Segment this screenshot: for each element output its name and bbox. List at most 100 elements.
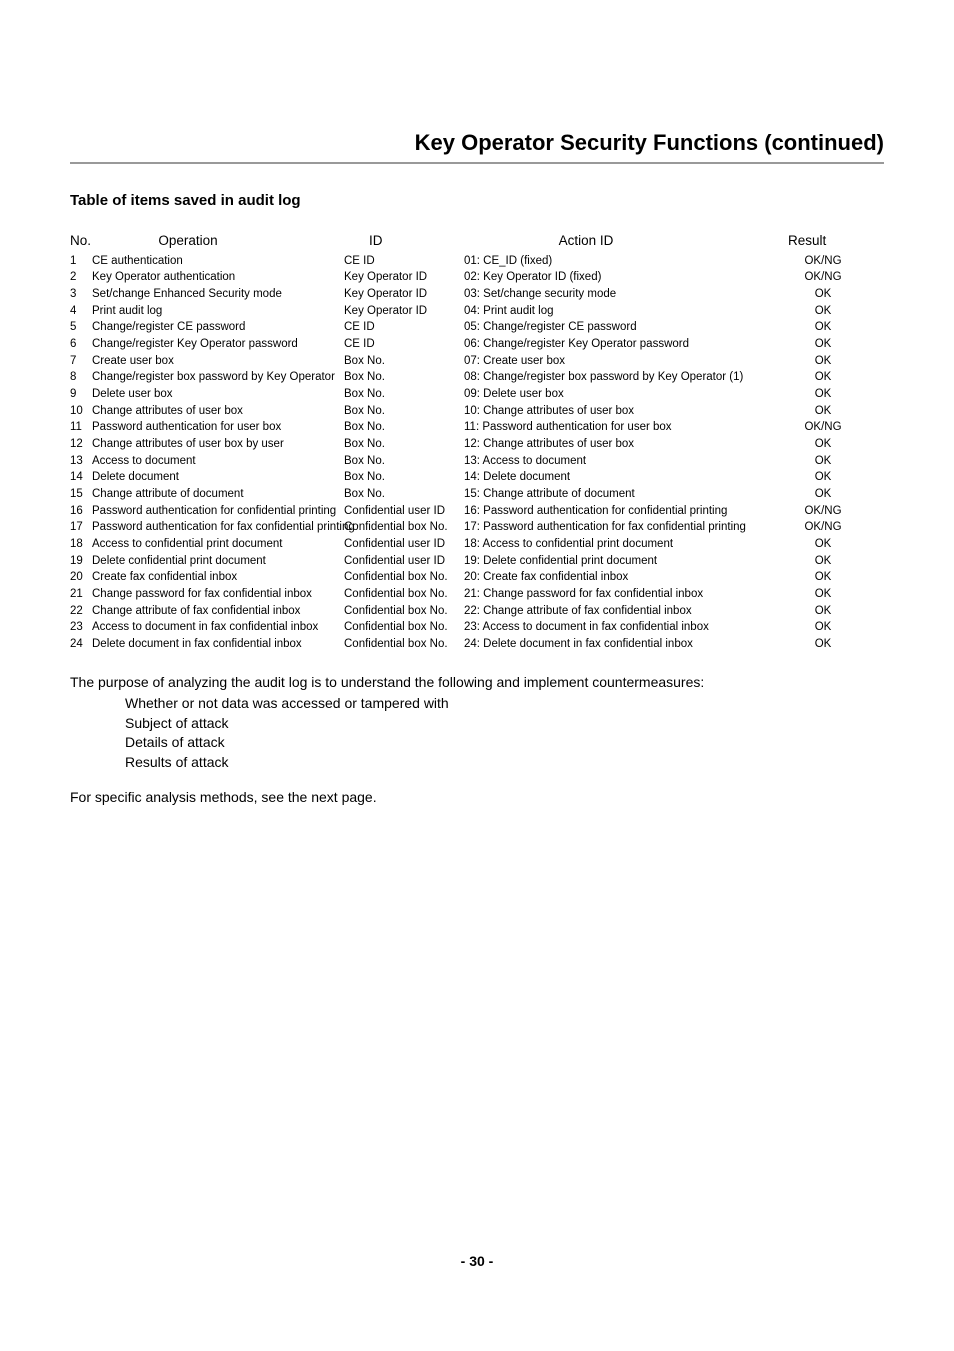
table-row: 19Delete confidential print documentConf… — [70, 553, 884, 570]
table-row: 24Delete document in fax confidential in… — [70, 636, 884, 653]
cell-action: 21: Change password for fax confidential… — [464, 586, 788, 603]
cell-id: Confidential box No. — [344, 586, 464, 603]
cell-operation: Delete document — [92, 469, 344, 486]
cell-operation: Delete document in fax confidential inbo… — [92, 636, 344, 653]
cell-action: 22: Change attribute of fax confidential… — [464, 603, 788, 620]
cell-result: OK — [788, 336, 858, 353]
cell-operation: Change password for fax confidential inb… — [92, 586, 344, 603]
cell-action: 19: Delete confidential print document — [464, 553, 788, 570]
cell-action: 16: Password authentication for confiden… — [464, 503, 788, 520]
page-title: Key Operator Security Functions (continu… — [70, 130, 884, 164]
cell-result: OK — [788, 536, 858, 553]
cell-result: OK — [788, 369, 858, 386]
table-row: 12Change attributes of user box by userB… — [70, 436, 884, 453]
table-row: 5Change/register CE passwordCE ID05: Cha… — [70, 319, 884, 336]
header-operation: Operation — [92, 231, 344, 251]
cell-operation: Delete user box — [92, 386, 344, 403]
cell-id: Box No. — [344, 436, 464, 453]
page-number: - 30 - — [0, 1253, 954, 1269]
cell-no: 4 — [70, 303, 92, 320]
cell-no: 8 — [70, 369, 92, 386]
cell-no: 23 — [70, 619, 92, 636]
cell-result: OK/NG — [788, 269, 858, 286]
cell-id: Confidential box No. — [344, 603, 464, 620]
cell-no: 15 — [70, 486, 92, 503]
cell-id: Confidential box No. — [344, 569, 464, 586]
table-row: 4Print audit logKey Operator ID04: Print… — [70, 303, 884, 320]
table-row: 17Password authentication for fax confid… — [70, 519, 884, 536]
cell-operation: Change attributes of user box by user — [92, 436, 344, 453]
cell-result: OK — [788, 603, 858, 620]
cell-action: 18: Access to confidential print documen… — [464, 536, 788, 553]
purpose-item: Details of attack — [125, 733, 884, 753]
table-row: 16Password authentication for confidenti… — [70, 503, 884, 520]
cell-result: OK — [788, 619, 858, 636]
cell-no: 17 — [70, 519, 92, 536]
cell-no: 6 — [70, 336, 92, 353]
cell-no: 3 — [70, 286, 92, 303]
cell-operation: Change attribute of fax confidential inb… — [92, 603, 344, 620]
cell-action: 04: Print audit log — [464, 303, 788, 320]
cell-id: Confidential user ID — [344, 536, 464, 553]
cell-id: Confidential box No. — [344, 519, 464, 536]
cell-no: 21 — [70, 586, 92, 603]
cell-no: 11 — [70, 419, 92, 436]
cell-no: 24 — [70, 636, 92, 653]
table-header-row: No. Operation ID Action ID Result — [70, 231, 884, 251]
cell-action: 14: Delete document — [464, 469, 788, 486]
cell-operation: Change/register Key Operator password — [92, 336, 344, 353]
cell-action: 03: Set/change security mode — [464, 286, 788, 303]
cell-id: Box No. — [344, 486, 464, 503]
cell-operation: Access to document in fax confidential i… — [92, 619, 344, 636]
page-content: Key Operator Security Functions (continu… — [0, 0, 954, 805]
cell-no: 9 — [70, 386, 92, 403]
cell-result: OK — [788, 636, 858, 653]
purpose-item: Results of attack — [125, 753, 884, 773]
cell-operation: Print audit log — [92, 303, 344, 320]
table-row: 9Delete user boxBox No.09: Delete user b… — [70, 386, 884, 403]
cell-result: OK — [788, 453, 858, 470]
cell-no: 13 — [70, 453, 92, 470]
cell-id: Box No. — [344, 403, 464, 420]
cell-action: 08: Change/register box password by Key … — [464, 369, 788, 386]
cell-result: OK — [788, 586, 858, 603]
cell-action: 20: Create fax confidential inbox — [464, 569, 788, 586]
cell-action: 11: Password authentication for user box — [464, 419, 788, 436]
cell-operation: Change attributes of user box — [92, 403, 344, 420]
cell-no: 22 — [70, 603, 92, 620]
table-row: 11Password authentication for user boxBo… — [70, 419, 884, 436]
cell-id: Key Operator ID — [344, 286, 464, 303]
cell-no: 5 — [70, 319, 92, 336]
header-action: Action ID — [464, 231, 788, 251]
cell-no: 18 — [70, 536, 92, 553]
cell-action: 13: Access to document — [464, 453, 788, 470]
cell-result: OK — [788, 303, 858, 320]
header-id: ID — [344, 231, 464, 251]
cell-operation: Delete confidential print document — [92, 553, 344, 570]
purpose-intro: The purpose of analyzing the audit log i… — [70, 673, 884, 693]
cell-id: CE ID — [344, 319, 464, 336]
cell-action: 17: Password authentication for fax conf… — [464, 519, 788, 536]
table-row: 20Create fax confidential inboxConfident… — [70, 569, 884, 586]
cell-operation: Access to confidential print document — [92, 536, 344, 553]
cell-id: Confidential user ID — [344, 503, 464, 520]
table-row: 10Change attributes of user boxBox No.10… — [70, 403, 884, 420]
table-row: 2Key Operator authenticationKey Operator… — [70, 269, 884, 286]
cell-id: Box No. — [344, 386, 464, 403]
cell-no: 2 — [70, 269, 92, 286]
cell-operation: Password authentication for confidential… — [92, 503, 344, 520]
cell-action: 12: Change attributes of user box — [464, 436, 788, 453]
cell-no: 16 — [70, 503, 92, 520]
table-row: 3Set/change Enhanced Security modeKey Op… — [70, 286, 884, 303]
table-row: 22Change attribute of fax confidential i… — [70, 603, 884, 620]
cell-id: Box No. — [344, 453, 464, 470]
table-row: 14Delete documentBox No.14: Delete docum… — [70, 469, 884, 486]
cell-result: OK/NG — [788, 419, 858, 436]
table-row: 7Create user boxBox No.07: Create user b… — [70, 353, 884, 370]
cell-action: 24: Delete document in fax confidential … — [464, 636, 788, 653]
cell-action: 02: Key Operator ID (fixed) — [464, 269, 788, 286]
table-row: 18Access to confidential print documentC… — [70, 536, 884, 553]
cell-result: OK — [788, 569, 858, 586]
cell-result: OK/NG — [788, 519, 858, 536]
cell-operation: Change/register box password by Key Oper… — [92, 369, 344, 386]
